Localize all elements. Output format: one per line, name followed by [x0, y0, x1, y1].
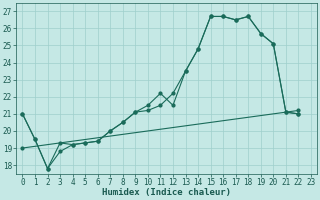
- X-axis label: Humidex (Indice chaleur): Humidex (Indice chaleur): [102, 188, 231, 197]
